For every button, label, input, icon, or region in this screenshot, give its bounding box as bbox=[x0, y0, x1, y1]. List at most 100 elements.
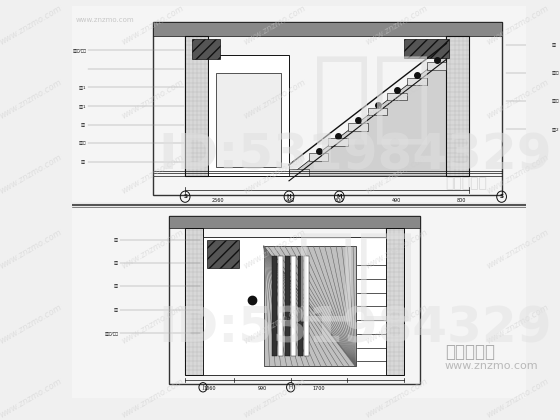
Text: www.znzmo.com: www.znzmo.com bbox=[241, 3, 307, 46]
Text: 490: 490 bbox=[391, 198, 401, 202]
Bar bbox=[272, 255, 277, 357]
Text: 龙骨1: 龙骨1 bbox=[78, 85, 86, 89]
Text: 木龙骨: 木龙骨 bbox=[78, 142, 86, 145]
Text: www.znzmo.com: www.znzmo.com bbox=[120, 228, 185, 270]
Text: www.znzmo.com: www.znzmo.com bbox=[120, 153, 185, 196]
Bar bbox=[185, 228, 203, 375]
Text: 木地板: 木地板 bbox=[552, 71, 559, 75]
Bar bbox=[386, 228, 404, 375]
Bar bbox=[407, 78, 427, 85]
Bar bbox=[216, 74, 281, 167]
Bar bbox=[388, 93, 407, 100]
Text: 防潮层/楼面: 防潮层/楼面 bbox=[72, 48, 86, 52]
Bar bbox=[291, 255, 296, 357]
Text: 知未: 知未 bbox=[296, 228, 416, 326]
Text: www.znzmo.com: www.znzmo.com bbox=[120, 78, 185, 121]
Text: www.znzmo.com: www.znzmo.com bbox=[241, 78, 307, 121]
Text: www.znzmo.com: www.znzmo.com bbox=[363, 153, 429, 196]
Bar bbox=[285, 255, 290, 357]
Text: www.znzmo.com: www.znzmo.com bbox=[241, 228, 307, 270]
Text: H: H bbox=[287, 194, 291, 199]
Text: 地板: 地板 bbox=[81, 160, 86, 164]
Text: www.znzmo.com: www.znzmo.com bbox=[363, 78, 429, 121]
Text: 基层1: 基层1 bbox=[78, 104, 86, 108]
Text: www.znzmo.com: www.znzmo.com bbox=[485, 3, 550, 46]
Bar bbox=[446, 36, 469, 176]
Bar bbox=[169, 216, 421, 228]
Bar bbox=[72, 6, 526, 202]
Text: 床头: 床头 bbox=[114, 261, 119, 265]
Bar bbox=[153, 22, 502, 195]
Bar bbox=[169, 216, 421, 384]
Bar bbox=[427, 63, 446, 70]
Text: www.znzmo.com: www.znzmo.com bbox=[363, 377, 429, 420]
Text: www.znzmo.com: www.znzmo.com bbox=[120, 302, 185, 345]
Bar bbox=[208, 55, 289, 176]
Text: www.znzmo.com: www.znzmo.com bbox=[0, 302, 64, 345]
Bar bbox=[309, 153, 328, 161]
Bar bbox=[185, 36, 208, 176]
Text: www.znzmo.com: www.znzmo.com bbox=[445, 361, 538, 371]
Text: www.znzmo.com: www.znzmo.com bbox=[120, 377, 185, 420]
Text: 知未: 知未 bbox=[312, 51, 432, 148]
Bar bbox=[72, 207, 526, 399]
Text: ID:531984329: ID:531984329 bbox=[158, 131, 552, 180]
Text: www.znzmo.com: www.znzmo.com bbox=[485, 78, 550, 121]
Text: 小柜: 小柜 bbox=[114, 284, 119, 289]
Text: 上床: 上床 bbox=[114, 238, 119, 241]
Text: 石材: 石材 bbox=[81, 123, 86, 127]
Text: www.znzmo.com: www.znzmo.com bbox=[485, 302, 550, 345]
Bar bbox=[207, 240, 240, 268]
Text: www.znzmo.com: www.znzmo.com bbox=[241, 153, 307, 196]
Text: S: S bbox=[183, 194, 187, 199]
Text: www.znzmo.com: www.znzmo.com bbox=[0, 3, 64, 46]
Bar bbox=[328, 138, 348, 146]
Bar bbox=[348, 123, 368, 131]
Text: www.znzmo.com: www.znzmo.com bbox=[120, 3, 185, 46]
Text: 楼板: 楼板 bbox=[552, 43, 557, 47]
Bar bbox=[203, 237, 386, 375]
Bar bbox=[446, 36, 469, 176]
Text: www.znzmo.com: www.znzmo.com bbox=[241, 302, 307, 345]
Text: 地板: 地板 bbox=[114, 308, 119, 312]
Bar bbox=[386, 228, 404, 375]
Text: 990: 990 bbox=[258, 386, 267, 391]
Text: www.znzmo.com: www.znzmo.com bbox=[363, 3, 429, 46]
Text: 1060: 1060 bbox=[203, 386, 216, 391]
Text: 龙骨2: 龙骨2 bbox=[552, 127, 559, 131]
Text: www.znzmo.com: www.znzmo.com bbox=[0, 377, 64, 420]
Bar bbox=[289, 169, 309, 176]
Bar bbox=[298, 255, 303, 357]
Text: 石材板: 石材板 bbox=[552, 100, 559, 103]
Text: 2560: 2560 bbox=[211, 198, 224, 202]
Text: J: J bbox=[202, 385, 204, 390]
Text: 1700: 1700 bbox=[313, 386, 325, 391]
Text: www.znzmo.com: www.znzmo.com bbox=[76, 17, 134, 24]
Text: 防潮层/地面: 防潮层/地面 bbox=[105, 331, 119, 335]
Text: www.znzmo.com: www.znzmo.com bbox=[0, 153, 64, 196]
Text: ID:531984329: ID:531984329 bbox=[158, 304, 552, 352]
Bar bbox=[368, 108, 388, 116]
Text: M: M bbox=[337, 194, 342, 199]
Text: www.znzmo.com: www.znzmo.com bbox=[241, 377, 307, 420]
Text: www.znzmo.com: www.znzmo.com bbox=[363, 302, 429, 345]
Text: 800: 800 bbox=[456, 198, 466, 202]
Polygon shape bbox=[289, 55, 446, 176]
Text: www.znzmo.com: www.znzmo.com bbox=[363, 228, 429, 270]
Text: www.znzmo.com: www.znzmo.com bbox=[485, 377, 550, 420]
Bar bbox=[153, 22, 502, 36]
Bar bbox=[264, 246, 356, 366]
Text: S: S bbox=[500, 194, 503, 199]
Text: www.znzmo.com: www.znzmo.com bbox=[0, 228, 64, 270]
Text: www.znzmo.com: www.znzmo.com bbox=[485, 153, 550, 196]
Text: 490: 490 bbox=[286, 198, 295, 202]
Text: 300: 300 bbox=[335, 198, 344, 202]
Bar bbox=[404, 39, 449, 58]
Text: 知未资料库: 知未资料库 bbox=[445, 343, 495, 361]
Bar bbox=[185, 228, 203, 375]
Bar bbox=[278, 255, 283, 357]
Text: H: H bbox=[288, 385, 293, 390]
Bar bbox=[185, 36, 208, 176]
Bar bbox=[305, 255, 309, 357]
Text: 知未资料库: 知未资料库 bbox=[445, 177, 487, 191]
